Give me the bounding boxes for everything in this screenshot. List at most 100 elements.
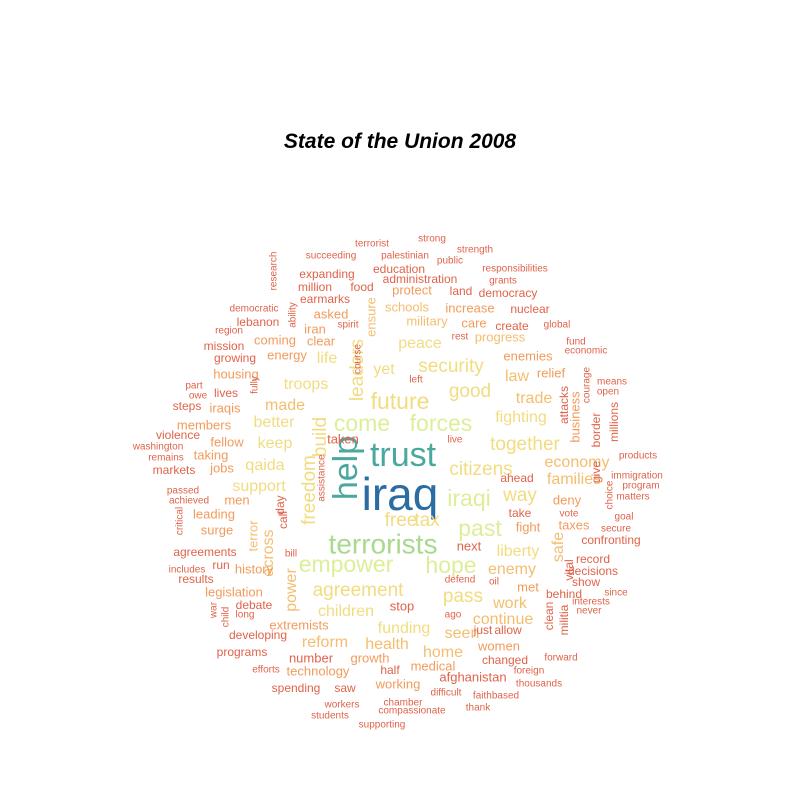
word-number: number (289, 650, 334, 665)
word-families: families (547, 471, 601, 488)
word-difficult: difficult (431, 688, 462, 699)
word-means: means (597, 377, 627, 388)
word-terrorist: terrorist (355, 239, 389, 250)
word-strong: strong (418, 234, 446, 245)
word-taking: taking (194, 447, 229, 462)
word-trust: trust (370, 436, 437, 474)
word-taxes: taxes (558, 517, 590, 532)
word-decisions: decisions (568, 564, 618, 578)
word-forces: forces (410, 410, 473, 436)
word-next: next (457, 538, 482, 553)
word-members: members (177, 417, 232, 432)
word-men: men (224, 492, 249, 507)
word-take: take (509, 506, 532, 520)
word-grants: grants (489, 276, 517, 287)
word-land: land (450, 284, 473, 298)
word-education: education (373, 262, 425, 276)
word-relief: relief (537, 365, 566, 380)
word-earmarks: earmarks (300, 292, 350, 306)
word-spirit: spirit (337, 320, 358, 331)
word-met: met (517, 579, 539, 594)
word-vote: vote (560, 509, 579, 520)
word-technology: technology (287, 663, 350, 678)
word-keep: keep (258, 435, 293, 452)
word-call: call (276, 511, 290, 529)
word-across: across (260, 529, 277, 576)
word-lives: lives (214, 386, 238, 400)
word-immigration: immigration (611, 471, 663, 482)
word-workers: workers (323, 700, 359, 711)
word-power: power (283, 568, 300, 612)
word-troops: troops (284, 376, 328, 393)
word-come: come (334, 410, 390, 436)
word-program: program (622, 481, 659, 492)
word-critical: critical (175, 507, 186, 535)
word-saw: saw (334, 681, 356, 695)
word-live: live (447, 435, 462, 446)
word-long: long (236, 610, 255, 621)
word-liberty: liberty (497, 543, 540, 560)
word-includes: includes (169, 565, 206, 576)
word-energy: energy (267, 347, 307, 362)
word-together: together (490, 434, 560, 455)
word-coming: coming (254, 332, 296, 347)
word-tax: tax (414, 510, 440, 531)
word-assistance: assistance (317, 454, 328, 502)
word-hope: hope (425, 552, 476, 578)
word-enemy: enemy (488, 561, 536, 578)
word-day: day (273, 495, 287, 514)
word-home: home (423, 644, 463, 661)
word-progress: progress (475, 329, 526, 344)
word-attacks: attacks (557, 386, 571, 424)
word-half: half (380, 663, 400, 677)
word-region: region (215, 326, 243, 337)
word-oil: oil (489, 577, 499, 588)
word-achieved: achieved (169, 496, 209, 507)
word-made: made (265, 397, 305, 414)
word-agreements: agreements (173, 545, 236, 559)
word-asked: asked (314, 306, 349, 321)
word-war: war (209, 601, 220, 619)
word-border: border (589, 413, 603, 448)
word-work: work (492, 595, 528, 612)
word-afghanistan: afghanistan (439, 669, 506, 684)
word-forward: forward (544, 653, 577, 664)
word-stop: stop (390, 598, 415, 613)
word-help: help (327, 436, 365, 500)
word-extremists: extremists (269, 617, 329, 632)
word-products: products (619, 451, 657, 462)
word-law: law (505, 368, 529, 385)
word-results: results (178, 572, 213, 586)
word-public: public (437, 256, 463, 267)
word-housing: housing (213, 366, 259, 381)
word-washington: washington (132, 442, 184, 453)
word-chamber: chamber (384, 698, 424, 709)
word-thousands: thousands (516, 679, 562, 690)
word-protect: protect (392, 282, 432, 297)
word-fellow: fellow (210, 434, 244, 449)
word-food: food (350, 280, 373, 294)
word-interests: interests (572, 597, 610, 608)
word-reform: reform (302, 634, 348, 651)
word-fighting: fighting (495, 409, 547, 426)
word-democracy: democracy (479, 286, 538, 300)
word-deny: deny (553, 492, 582, 507)
word-millions: millions (607, 402, 621, 442)
word-past: past (458, 515, 502, 541)
word-qaida: qaida (245, 457, 284, 474)
word-agreement: agreement (313, 580, 405, 601)
word-palestinian: palestinian (381, 251, 429, 262)
word-confronting: confronting (581, 533, 640, 547)
word-course: course (353, 344, 364, 374)
word-developing: developing (229, 628, 287, 642)
word-global: global (544, 320, 571, 331)
word-jobs: jobs (209, 460, 234, 475)
word-lebanon: lebanon (237, 315, 280, 329)
word-working: working (375, 676, 421, 691)
word-seen: seen (445, 625, 480, 642)
word-citizens: citizens (449, 459, 512, 480)
word-goal: goal (615, 512, 634, 523)
